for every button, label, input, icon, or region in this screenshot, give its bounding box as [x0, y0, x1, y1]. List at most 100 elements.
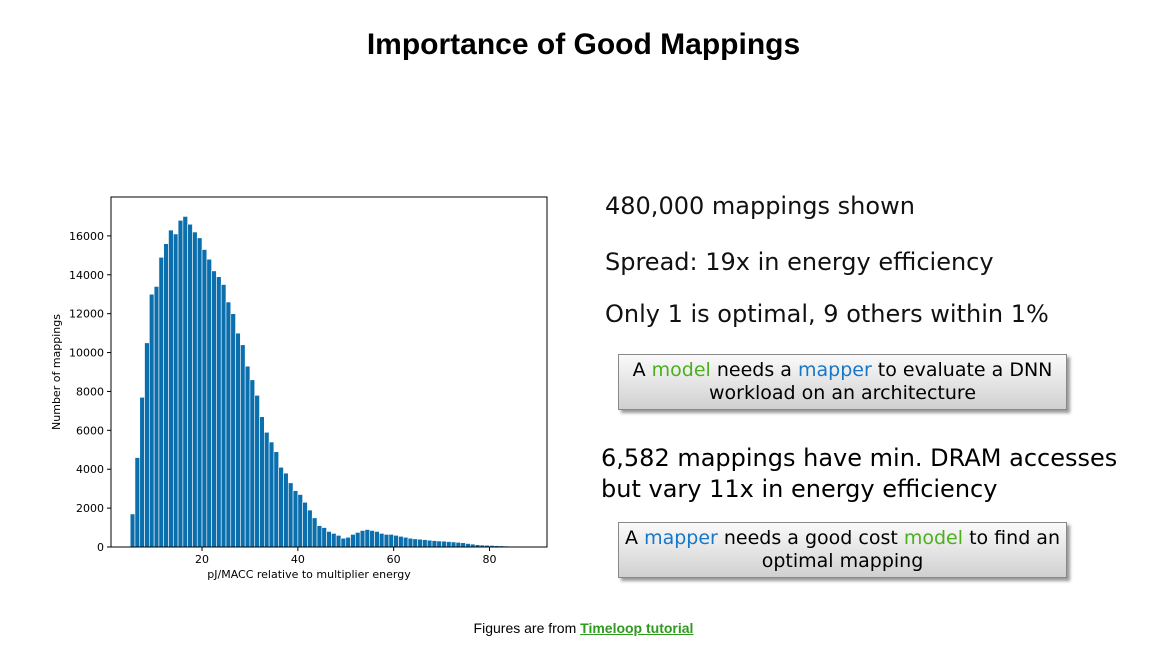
bar: [446, 541, 452, 548]
bar: [158, 256, 165, 548]
y-tick-label: 16000: [69, 230, 104, 243]
y-tick-label: 14000: [69, 269, 104, 282]
bar: [206, 258, 212, 548]
text: A: [632, 359, 652, 381]
bar: [254, 395, 260, 548]
bar: [225, 301, 232, 548]
bar: [172, 233, 179, 548]
bar: [297, 494, 303, 548]
bar: [398, 536, 404, 548]
text: but vary 11x in energy efficiency: [601, 475, 998, 503]
bar: [273, 451, 279, 548]
y-tick-label: 6000: [76, 424, 104, 437]
bar: [287, 482, 294, 548]
bar: [460, 542, 466, 548]
text: needs a: [710, 359, 798, 381]
text: to find an optimal mapping: [761, 527, 1060, 572]
text: model: [903, 527, 964, 549]
y-tick-label: 4000: [76, 463, 104, 476]
footer: Figures are from Timeloop tutorial: [0, 620, 1167, 636]
bar: [426, 539, 433, 548]
bar: [436, 540, 442, 548]
bar: [244, 365, 251, 548]
bar: [412, 538, 418, 548]
y-tick-label: 0: [97, 541, 104, 554]
bar: [144, 342, 150, 548]
bar: [139, 396, 145, 548]
text: mapper: [797, 359, 872, 381]
point: 6,582 mappings have min. DRAM accesses bu…: [601, 443, 1117, 505]
bar: [283, 472, 289, 548]
bar: [326, 531, 332, 548]
text: Figures are from: [473, 620, 581, 636]
bar: [321, 527, 327, 548]
x-tick-label: 60: [387, 553, 401, 566]
bar: [311, 517, 318, 548]
bar: [393, 535, 399, 548]
y-axis-label: Number of mappings: [50, 314, 63, 430]
bar: [307, 509, 313, 548]
bar: [211, 270, 217, 548]
bar: [350, 534, 356, 548]
bar: [465, 543, 471, 548]
bar: [364, 529, 371, 548]
bar: [168, 229, 174, 548]
y-tick-label: 2000: [76, 502, 104, 515]
bar: [407, 537, 414, 548]
bar: [129, 513, 136, 548]
bar: [340, 537, 347, 548]
bar: [383, 534, 390, 548]
bar: [450, 541, 457, 548]
bar: [359, 530, 366, 548]
x-tick-label: 20: [195, 553, 209, 566]
link[interactable]: Timeloop tutorial: [580, 620, 694, 636]
bar: [268, 441, 275, 548]
x-tick-label: 80: [483, 553, 497, 566]
slide-title: Importance of Good Mappings: [366, 28, 801, 61]
text: to evaluate a DNN workload on an archite…: [708, 359, 1053, 404]
bar: [264, 431, 270, 548]
bar: [422, 539, 428, 548]
callout: A model needs a mapper to evaluate a DNN…: [618, 354, 1067, 410]
point: Spread: 19x in energy efficiency: [605, 248, 994, 276]
bar: [220, 284, 227, 548]
bar: [292, 490, 299, 548]
point: Only 1 is optimal, 9 others within 1%: [605, 300, 1049, 328]
text: model: [651, 359, 711, 381]
bar: [431, 540, 438, 548]
x-tick-label: 40: [291, 553, 305, 566]
bar: [335, 535, 342, 548]
bar: [402, 536, 409, 548]
bar: [177, 220, 184, 548]
bar: [153, 286, 160, 548]
bar: [369, 530, 375, 548]
bar: [388, 534, 394, 548]
callout: A mapper needs a good cost model to find…: [618, 522, 1067, 578]
bar: [249, 379, 256, 548]
text: A: [625, 527, 645, 549]
bar: [235, 332, 241, 548]
bar: [192, 231, 198, 548]
chart: 0 2000 4000 6000 8000 10000 12000 14000 16000 20 4…: [50, 196, 548, 581]
y-tick-label: 10000: [69, 347, 104, 360]
bar: [230, 313, 236, 548]
bar: [259, 416, 265, 548]
y-tick-label: 12000: [69, 308, 104, 321]
bar: [316, 525, 323, 548]
text: needs a good cost: [717, 527, 904, 549]
bar: [216, 276, 222, 548]
bar: [302, 501, 308, 548]
bar: [201, 249, 208, 548]
bar: [163, 243, 169, 548]
bar: [187, 223, 193, 548]
bar: [355, 532, 361, 548]
bar: [331, 533, 337, 548]
point: 480,000 mappings shown: [605, 192, 915, 220]
bar: [240, 344, 246, 548]
bar: [379, 533, 385, 548]
bar: [149, 293, 155, 548]
text: 6,582 mappings have min. DRAM accesses: [601, 444, 1118, 472]
bar: [455, 542, 462, 548]
bar: [417, 538, 423, 548]
